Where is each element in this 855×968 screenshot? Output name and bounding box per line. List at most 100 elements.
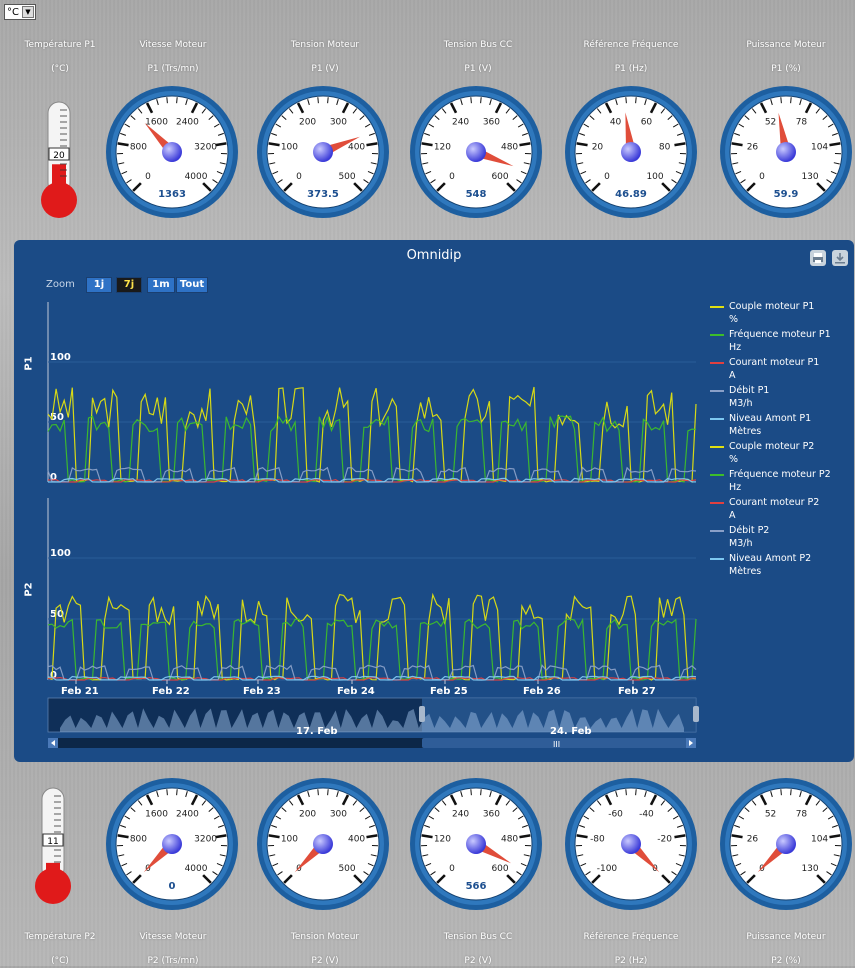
legend-swatch (710, 530, 724, 532)
gauge-tick (269, 143, 280, 145)
gauge-tick (328, 97, 329, 103)
gauge-tick-label: 0 (296, 172, 302, 182)
legend-swatch (710, 418, 724, 420)
x-tick-label: Feb 26 (523, 686, 561, 697)
gauge-value: 566 (466, 881, 487, 892)
gauge-tick-label: 120 (434, 835, 451, 845)
gauge-tick (366, 143, 377, 145)
gauge-tick-label: 3200 (194, 143, 217, 153)
gauge-tick-label: 500 (338, 172, 355, 182)
gauge-tick-label: 480 (501, 835, 518, 845)
panel-p1-ylabel: P1 (24, 356, 35, 370)
gauge-tick-label: 0 (145, 172, 151, 182)
legend-swatch (710, 390, 724, 392)
panel-p2-ylabel: P2 (24, 582, 35, 596)
gauge-value: 59.9 (774, 189, 799, 200)
gauge-tick-label: 52 (765, 118, 776, 128)
gauge-tick (118, 835, 129, 837)
gauge-tick (626, 789, 627, 795)
gauge-tick (167, 97, 168, 103)
gauge-tick (732, 143, 743, 145)
gauge-tick (829, 143, 840, 145)
gauge-tick (636, 789, 637, 795)
gauge-tick (519, 143, 530, 145)
gauge-hub (313, 834, 333, 854)
gauge-tick-label: 120 (434, 143, 451, 153)
thermometer-bulb (35, 868, 71, 904)
gauge-hub (776, 142, 796, 162)
gauge-tick (781, 789, 782, 795)
gauge-tick-label: 200 (299, 118, 316, 128)
gauge-tick (781, 97, 782, 103)
gauge-tick-label: 0 (449, 864, 455, 874)
legend-item[interactable]: Couple moteur P1% (710, 300, 850, 326)
navigator-label: 24. Feb (550, 726, 592, 737)
gauge-tick-label: 300 (330, 118, 347, 128)
legend-item[interactable]: Couple moteur P2% (710, 440, 850, 466)
gauge-tick-label: 800 (130, 835, 147, 845)
gauge-tick (626, 97, 627, 103)
gauge-hub (621, 142, 641, 162)
gauge-value: 46.89 (615, 189, 647, 200)
gauge-tick-label: 52 (765, 810, 776, 820)
gauge-hub (466, 834, 486, 854)
gauge-tick-label: 104 (811, 835, 828, 845)
gauge-tick (366, 835, 377, 837)
legend-swatch (710, 306, 724, 308)
gauge-tick-label: 78 (796, 118, 808, 128)
x-tick-label: Feb 22 (152, 686, 190, 697)
gauge-tick-label: 2400 (176, 118, 199, 128)
legend-swatch (710, 446, 724, 448)
gauge-tick (674, 143, 685, 145)
x-tick-label: Feb 27 (618, 686, 656, 697)
thermometer-p1: 20 (36, 100, 82, 220)
gauge-tick-label: 300 (330, 810, 347, 820)
x-tick-label: Feb 24 (337, 686, 375, 697)
gauge-tick (422, 835, 433, 837)
gauge-tick-label: 2400 (176, 810, 199, 820)
legend-swatch (710, 362, 724, 364)
gauge-tick-label: 100 (646, 172, 663, 182)
thermometer-value: 20 (53, 151, 65, 161)
gauge-tick-label: 26 (747, 143, 759, 153)
gauge-hub (621, 834, 641, 854)
gauge-tick (215, 835, 226, 837)
y-tick-label: 100 (50, 548, 71, 559)
gauge-tick-label: 4000 (185, 172, 208, 182)
gauge-tick-label: 4000 (185, 864, 208, 874)
legend-swatch (710, 558, 724, 560)
gauge-tick (481, 97, 482, 103)
gauge-tick (791, 789, 792, 795)
gauge-tick (318, 789, 319, 795)
gauge-tick (177, 789, 178, 795)
gauge-value: 0 (169, 881, 176, 892)
unit-select[interactable]: °C ▼ (4, 4, 36, 20)
gauge-tick-label: 20 (592, 143, 604, 153)
gauge-tick-label: -100 (597, 864, 618, 874)
